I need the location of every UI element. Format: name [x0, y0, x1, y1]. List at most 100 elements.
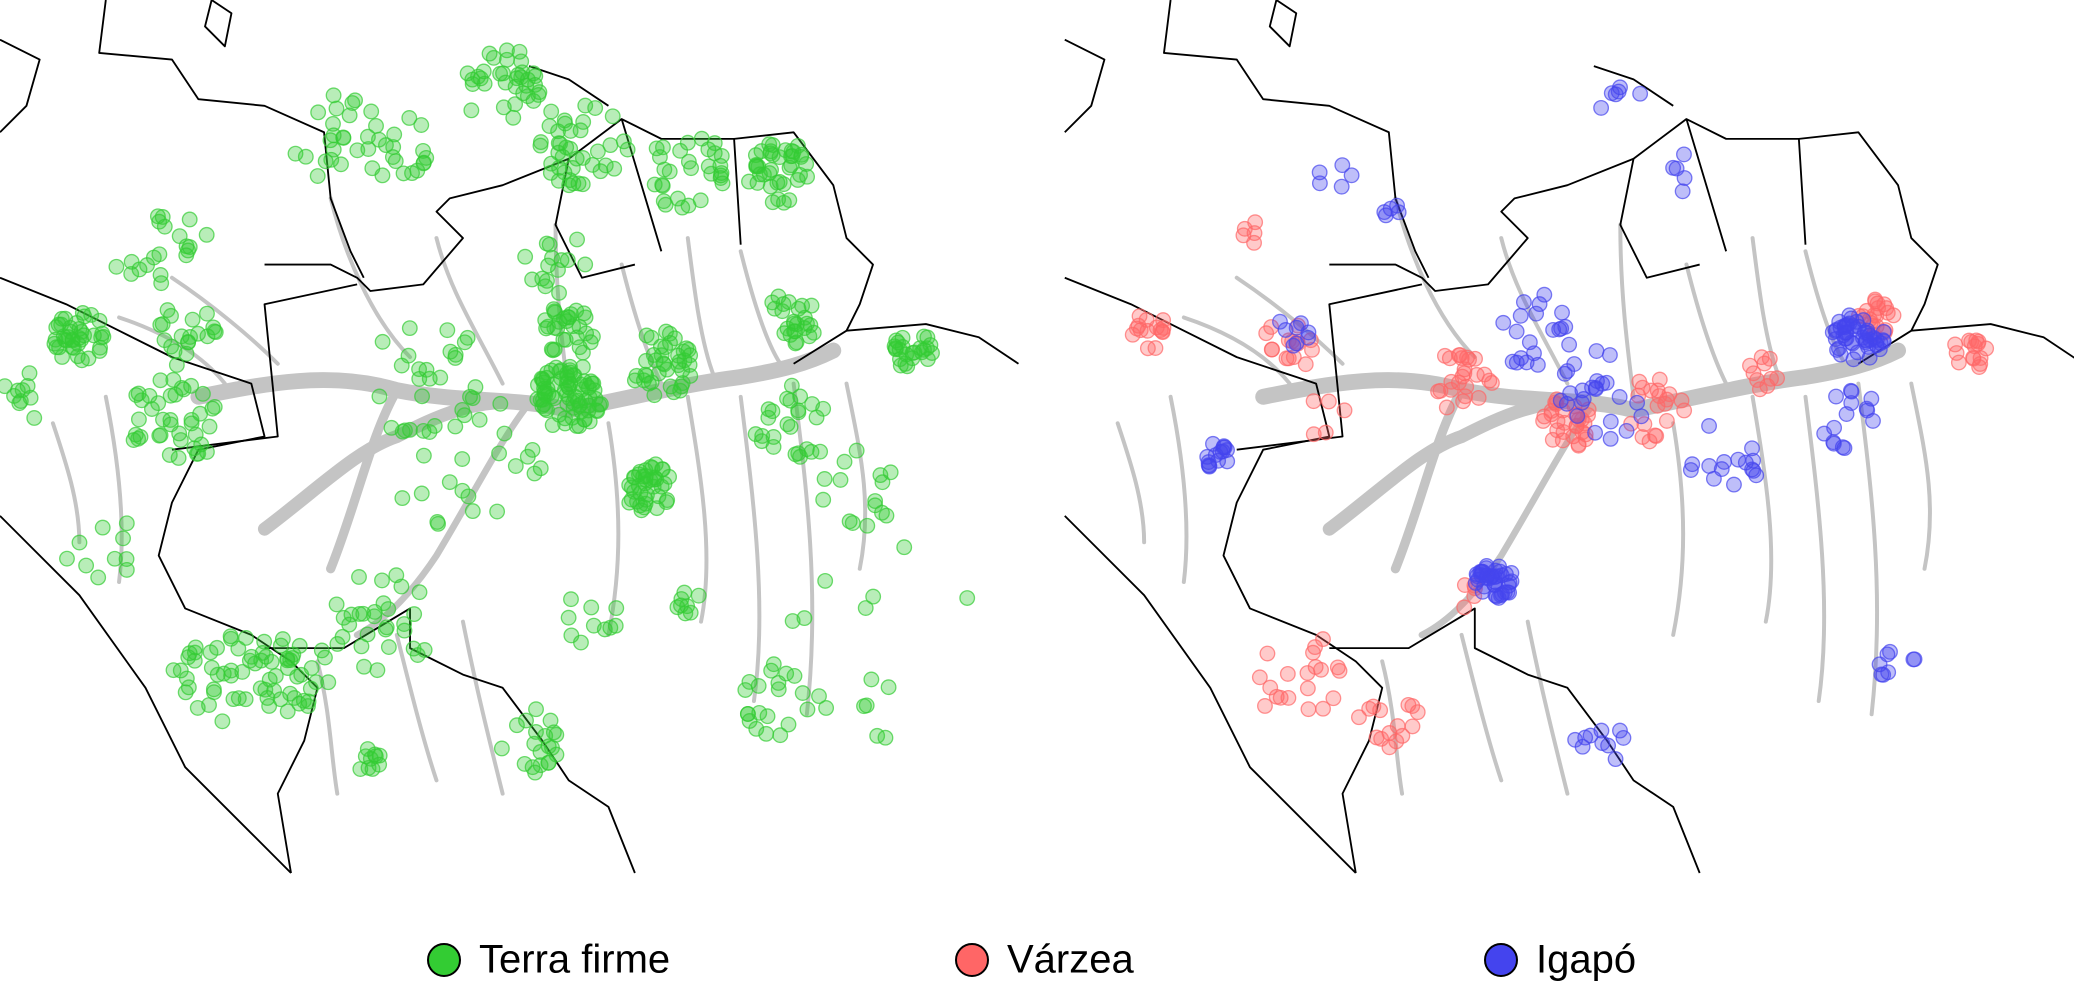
occurrence-point	[557, 331, 574, 348]
occurrence-point	[1529, 356, 1546, 373]
occurrence-point	[1948, 345, 1965, 361]
occurrence-point	[1305, 644, 1321, 661]
occurrence-point	[553, 252, 570, 269]
occurrence-point	[363, 103, 380, 120]
occurrence-point	[1561, 336, 1578, 353]
occurrence-point	[1451, 347, 1467, 364]
occurrence-point	[309, 168, 326, 184]
occurrence-point	[650, 488, 667, 505]
occurrence-point	[803, 297, 820, 314]
occurrence-point	[682, 368, 699, 384]
occurrence-point	[1730, 451, 1747, 468]
occurrence-point	[1842, 382, 1859, 399]
occurrence-point	[1334, 157, 1351, 174]
occurrence-point	[750, 158, 767, 175]
occurrence-point	[430, 515, 447, 532]
occurrence-point	[335, 609, 352, 626]
occurrence-point	[150, 395, 167, 412]
occurrence-point	[456, 407, 473, 424]
occurrence-point	[1205, 435, 1221, 452]
occurrence-point	[655, 139, 671, 156]
occurrence-point	[540, 738, 557, 755]
occurrence-point	[1545, 321, 1562, 338]
occurrence-point	[1259, 645, 1276, 662]
occurrence-point	[581, 397, 597, 414]
occurrence-point	[1828, 388, 1844, 405]
occurrence-point	[544, 417, 561, 434]
occurrence-point	[784, 613, 801, 629]
occurrence-point	[320, 674, 337, 691]
occurrence-point	[459, 65, 476, 82]
occurrence-point	[118, 515, 135, 532]
occurrence-point	[1467, 350, 1483, 367]
occurrence-point	[1300, 701, 1317, 718]
occurrence-point	[1487, 587, 1504, 604]
occurrence-point	[404, 165, 420, 182]
occurrence-point	[574, 359, 591, 375]
occurrence-point	[359, 626, 376, 643]
occurrence-point	[282, 685, 299, 702]
occurrence-point	[615, 133, 632, 150]
occurrence-point	[759, 708, 776, 725]
occurrence-point	[865, 588, 882, 605]
occurrence-point	[604, 108, 621, 125]
occurrence-point	[575, 114, 592, 130]
occurrence-point	[303, 660, 320, 676]
occurrence-point	[582, 334, 599, 351]
occurrence-point	[396, 616, 413, 632]
occurrence-point	[896, 539, 913, 556]
occurrence-point	[538, 320, 555, 337]
occurrence-point	[237, 691, 254, 708]
occurrence-point	[1674, 183, 1691, 200]
occurrence-point	[1615, 729, 1632, 746]
occurrence-point	[173, 379, 190, 396]
occurrence-point	[576, 411, 593, 428]
occurrence-point	[517, 248, 534, 265]
occurrence-point	[383, 419, 400, 436]
occurrence-point	[1865, 412, 1881, 429]
occurrence-point	[1751, 381, 1768, 398]
legend-label: Terra firme	[479, 938, 670, 982]
occurrence-point	[406, 606, 423, 623]
occurrence-point	[485, 49, 502, 66]
occurrence-point	[782, 418, 799, 435]
occurrence-point	[541, 118, 558, 134]
occurrence-point	[317, 153, 334, 170]
occurrence-point	[153, 275, 170, 292]
occurrence-point	[788, 334, 805, 351]
occurrence-point	[291, 637, 308, 654]
occurrence-point	[648, 500, 665, 517]
occurrence-point	[677, 605, 694, 622]
occurrence-point	[565, 318, 582, 335]
occurrence-point	[415, 422, 432, 439]
legend-label: Igapó	[1536, 938, 1636, 982]
occurrence-point	[1863, 390, 1880, 407]
occurrence-point	[1716, 454, 1733, 470]
occurrence-point	[266, 682, 283, 699]
occurrence-point	[818, 700, 835, 716]
occurrence-point	[583, 599, 600, 616]
occurrence-point	[515, 85, 532, 102]
occurrence-point	[186, 652, 203, 669]
occurrence-point	[537, 400, 554, 417]
occurrence-point	[1264, 341, 1280, 358]
occurrence-point	[741, 673, 758, 690]
occurrence-point	[589, 143, 606, 160]
occurrence-point	[1744, 440, 1760, 457]
occurrence-point	[519, 448, 536, 465]
occurrence-point	[526, 465, 543, 482]
occurrence-point	[302, 680, 319, 697]
occurrence-point	[1531, 296, 1548, 313]
occurrence-point	[463, 102, 480, 119]
occurrence-point	[310, 104, 327, 121]
occurrence-point	[1493, 587, 1509, 604]
occurrence-point	[1849, 344, 1866, 361]
occurrence-point	[1315, 700, 1331, 717]
occurrence-point	[799, 168, 816, 185]
occurrence-point	[1587, 424, 1604, 441]
occurrence-point	[1658, 412, 1675, 429]
occurrence-point	[786, 315, 802, 332]
occurrence-point	[878, 507, 895, 524]
occurrence-point	[1607, 751, 1624, 768]
occurrence-point	[1601, 347, 1618, 363]
